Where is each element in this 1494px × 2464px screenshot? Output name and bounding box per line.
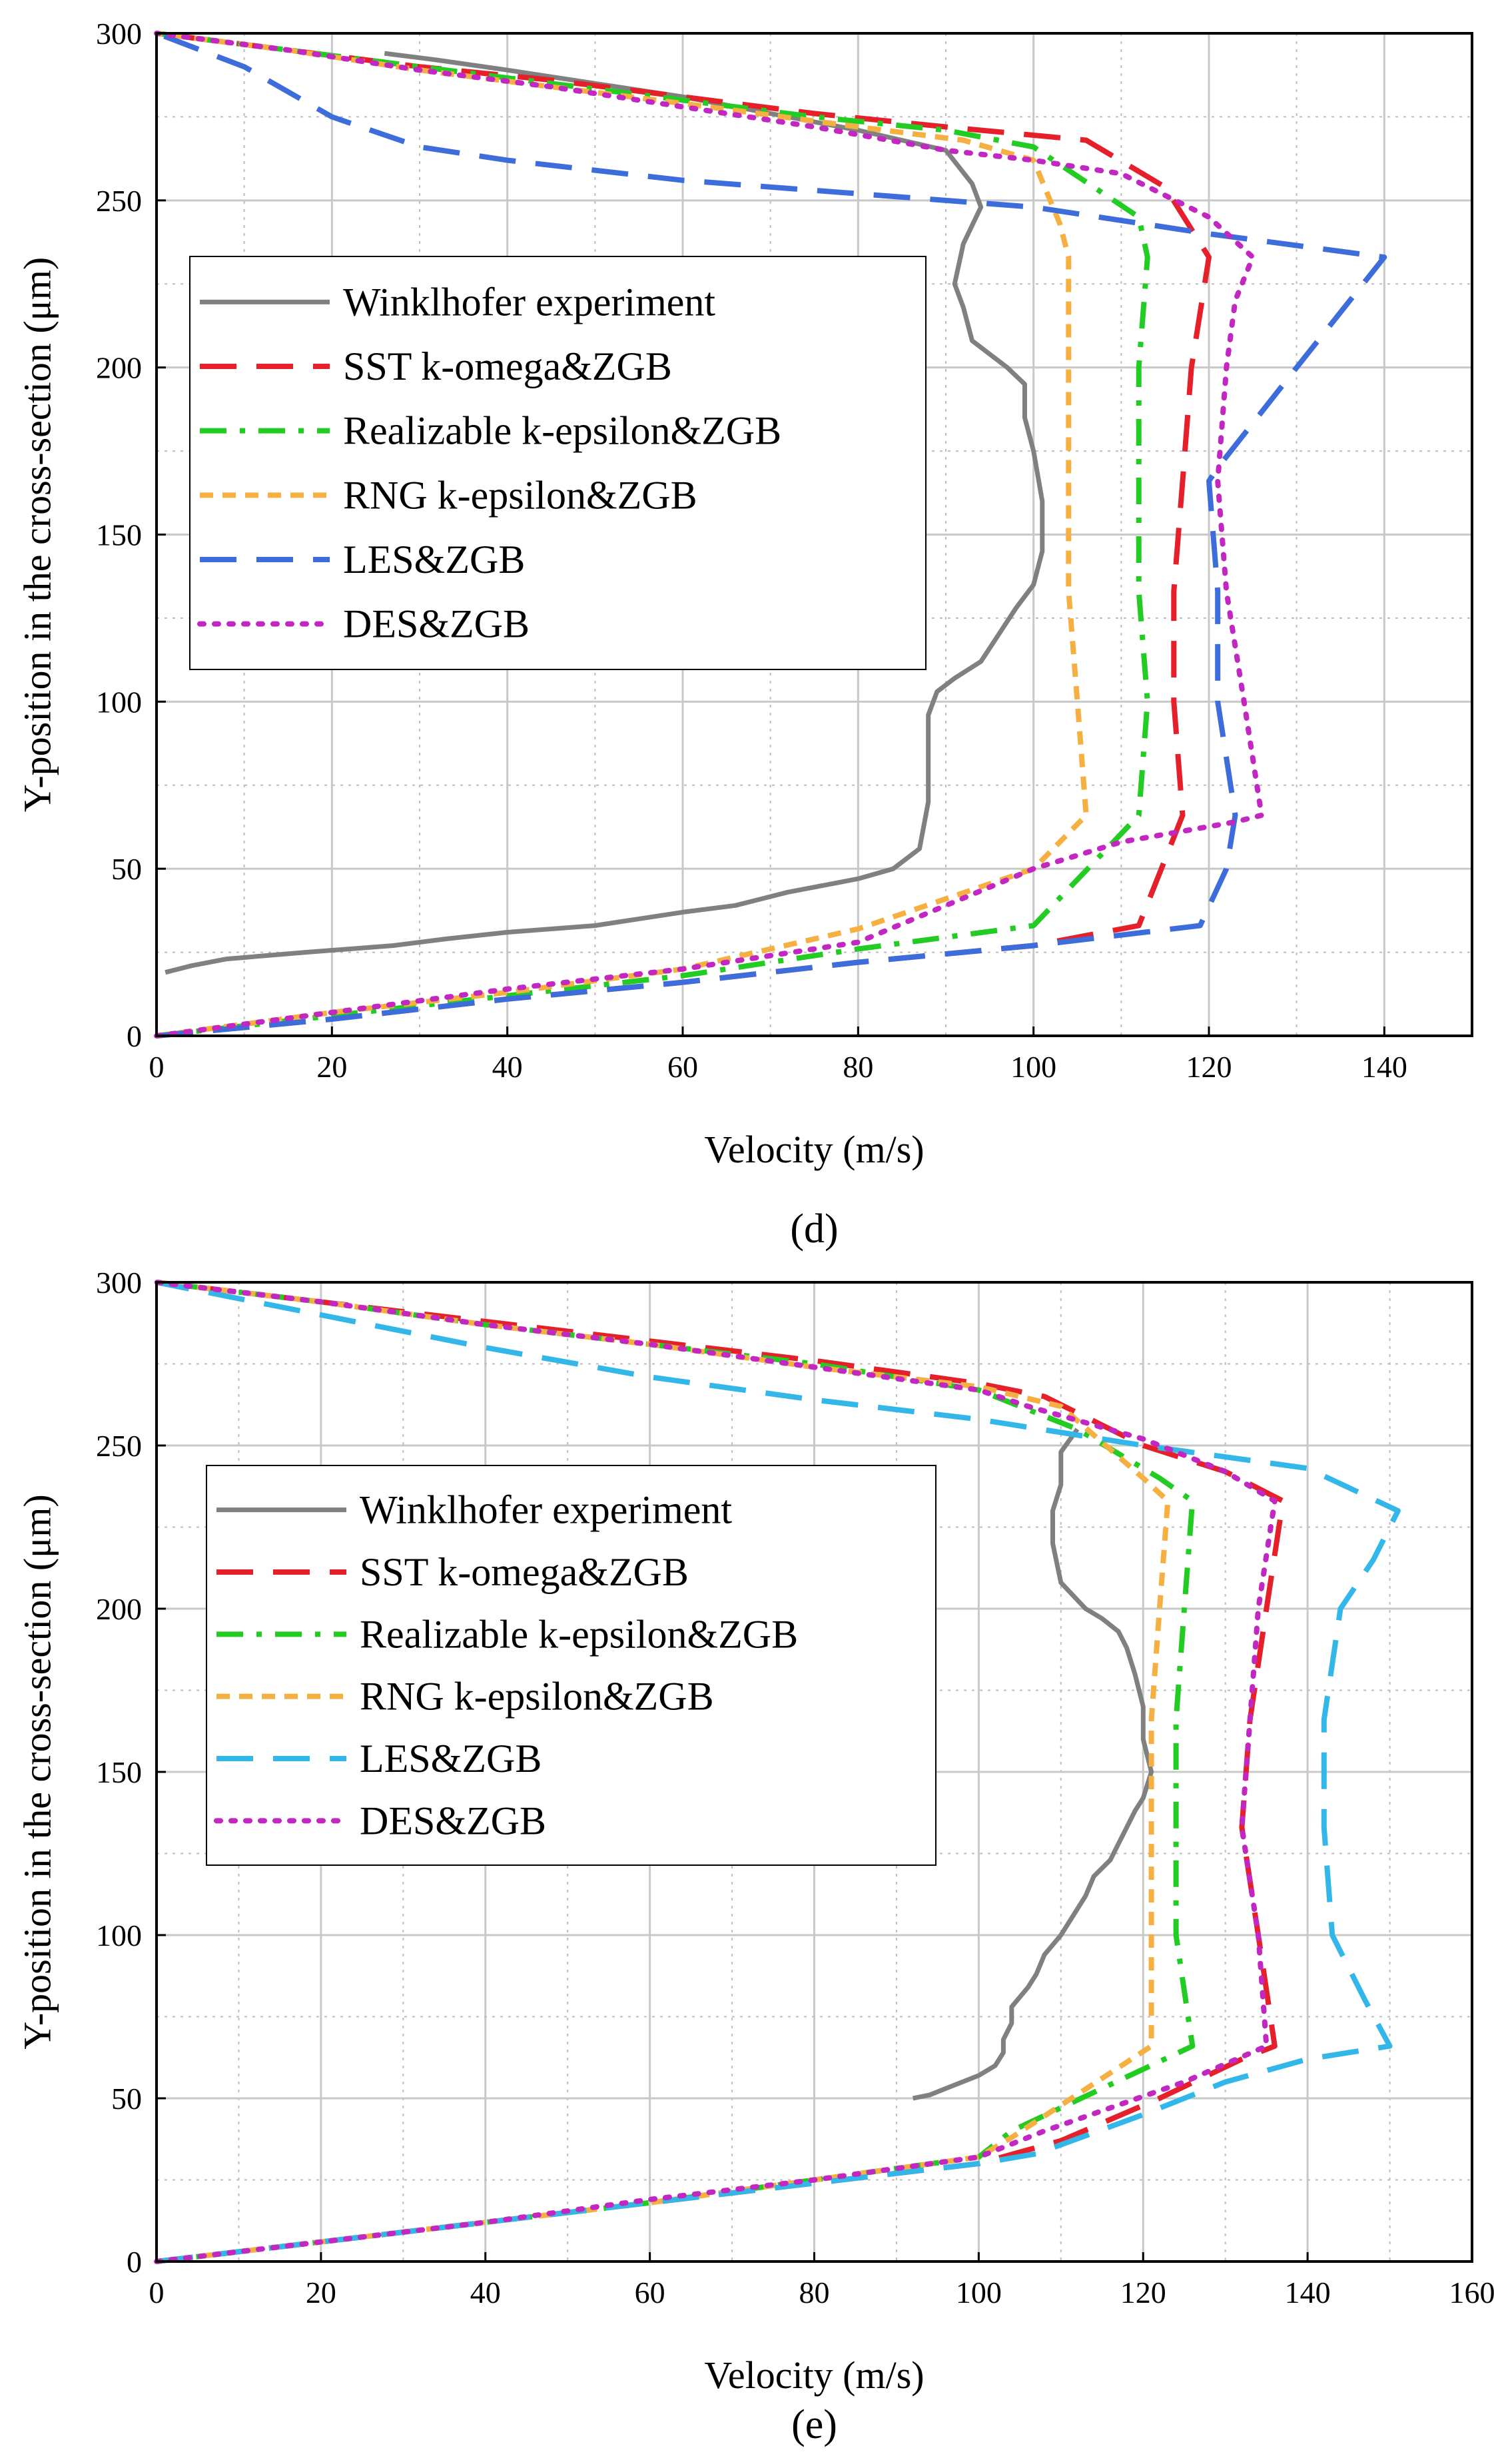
- series-line-des-zgb: [154, 31, 1264, 1038]
- legend-entry-label: DES&ZGB: [360, 1799, 546, 1843]
- x-tick-label: 40: [492, 1050, 523, 1084]
- x-tick-label: 20: [306, 2275, 336, 2309]
- panel-d-chart: 0 20 40 60 80 100 120 140 0 50 100 150 200 250 300 Vel…: [15, 17, 1473, 1252]
- tick-labels: 0 20 40 60 80 100 120 140 0 50 100 150 200 250 300: [96, 17, 1407, 1084]
- series-line-sst-k-omega-zgb: [156, 31, 1212, 1038]
- series-line-rng-k-epsilon-zgb: [156, 1280, 1171, 2264]
- x-tick-label: 40: [470, 2275, 501, 2309]
- x-tick-label: 160: [1449, 2275, 1494, 2309]
- y-tick-label: 150: [96, 1755, 142, 1789]
- series-layer: [154, 31, 1387, 1038]
- y-tick-label: 200: [96, 351, 142, 385]
- y-tick-label: 0: [127, 1019, 142, 1053]
- legend-entry-label: Realizable k-epsilon&ZGB: [343, 409, 781, 453]
- legend: Winklhofer experiment SST k-omega&ZGB Real…: [206, 1465, 936, 1866]
- series-line-rng-k-epsilon-zgb: [156, 31, 1089, 1038]
- legend-entry-label: RNG k-epsilon&ZGB: [360, 1675, 714, 1719]
- x-tick-label: 20: [316, 1050, 347, 1084]
- y-axis-label: Y-position in the cross-section (μm): [15, 257, 59, 812]
- legend-entry-label: Realizable k-epsilon&ZGB: [360, 1612, 798, 1656]
- legend-box: [206, 1465, 936, 1866]
- y-tick-label: 100: [96, 685, 142, 719]
- legend-entry-label: LES&ZGB: [360, 1737, 542, 1781]
- x-tick-label: 80: [843, 1050, 873, 1084]
- x-tick-label: 140: [1285, 2275, 1331, 2309]
- y-tick-label: 50: [111, 852, 142, 886]
- series-line-winklhofer-experiment: [165, 51, 1045, 975]
- x-tick-label: 120: [1186, 1050, 1232, 1084]
- legend-entry-label: Winklhofer experiment: [343, 280, 715, 324]
- legend: Winklhofer experiment SST k-omega&ZGB Real…: [189, 256, 927, 670]
- legend-entry-label: RNG k-epsilon&ZGB: [343, 473, 697, 517]
- panel-label: (e): [791, 2402, 837, 2447]
- x-tick-label: 60: [667, 1050, 698, 1084]
- y-tick-label: 250: [96, 184, 142, 218]
- series-line-winklhofer-experiment: [912, 1428, 1154, 2101]
- y-tick-label: 50: [111, 2082, 142, 2116]
- y-tick-label: 200: [96, 1592, 142, 1626]
- series-line-les-zgb: [156, 1280, 1401, 2264]
- x-axis-label: Velocity (m/s): [704, 1128, 924, 1171]
- x-tick-label: 80: [799, 2275, 830, 2309]
- x-axis-label: Velocity (m/s): [704, 2353, 924, 2397]
- series-line-des-zgb: [154, 1280, 1278, 2264]
- series-layer: [154, 1280, 1401, 2264]
- panel-label: (d): [790, 1206, 838, 1252]
- y-tick-label: 300: [96, 17, 142, 51]
- y-tick-label: 0: [127, 2245, 142, 2279]
- x-tick-label: 0: [149, 2275, 165, 2309]
- y-tick-label: 250: [96, 1429, 142, 1463]
- legend-entry-label: SST k-omega&ZGB: [343, 344, 672, 388]
- series-line-les-zgb: [155, 31, 1387, 1038]
- y-tick-label: 300: [96, 1266, 142, 1300]
- legend-entry-label: LES&ZGB: [343, 538, 525, 582]
- x-tick-label: 140: [1361, 1050, 1407, 1084]
- legend-entry-label: Winklhofer experiment: [360, 1488, 732, 1532]
- x-tick-label: 120: [1120, 2275, 1166, 2309]
- x-tick-label: 100: [956, 2275, 1002, 2309]
- legend-entry-label: DES&ZGB: [343, 602, 530, 646]
- series-line-realizable-k-epsilon-zgb: [156, 31, 1150, 1038]
- y-tick-label: 150: [96, 518, 142, 552]
- x-tick-label: 100: [1010, 1050, 1056, 1084]
- legend-entry-label: SST k-omega&ZGB: [360, 1550, 689, 1594]
- legend-box: [189, 256, 927, 670]
- y-axis-label: Y-position in the cross-section (μm): [15, 1494, 59, 2049]
- tick-labels: 0 20 40 60 80 100 120 140 160 0 50 100 150 200 250 300: [96, 1266, 1494, 2309]
- panel-e-chart: 0 20 40 60 80 100 120 140 160050100150200250300 …: [15, 1266, 1494, 2447]
- x-tick-label: 0: [149, 1050, 165, 1084]
- y-tick-label: 100: [96, 1918, 142, 1952]
- x-tick-label: 60: [635, 2275, 665, 2309]
